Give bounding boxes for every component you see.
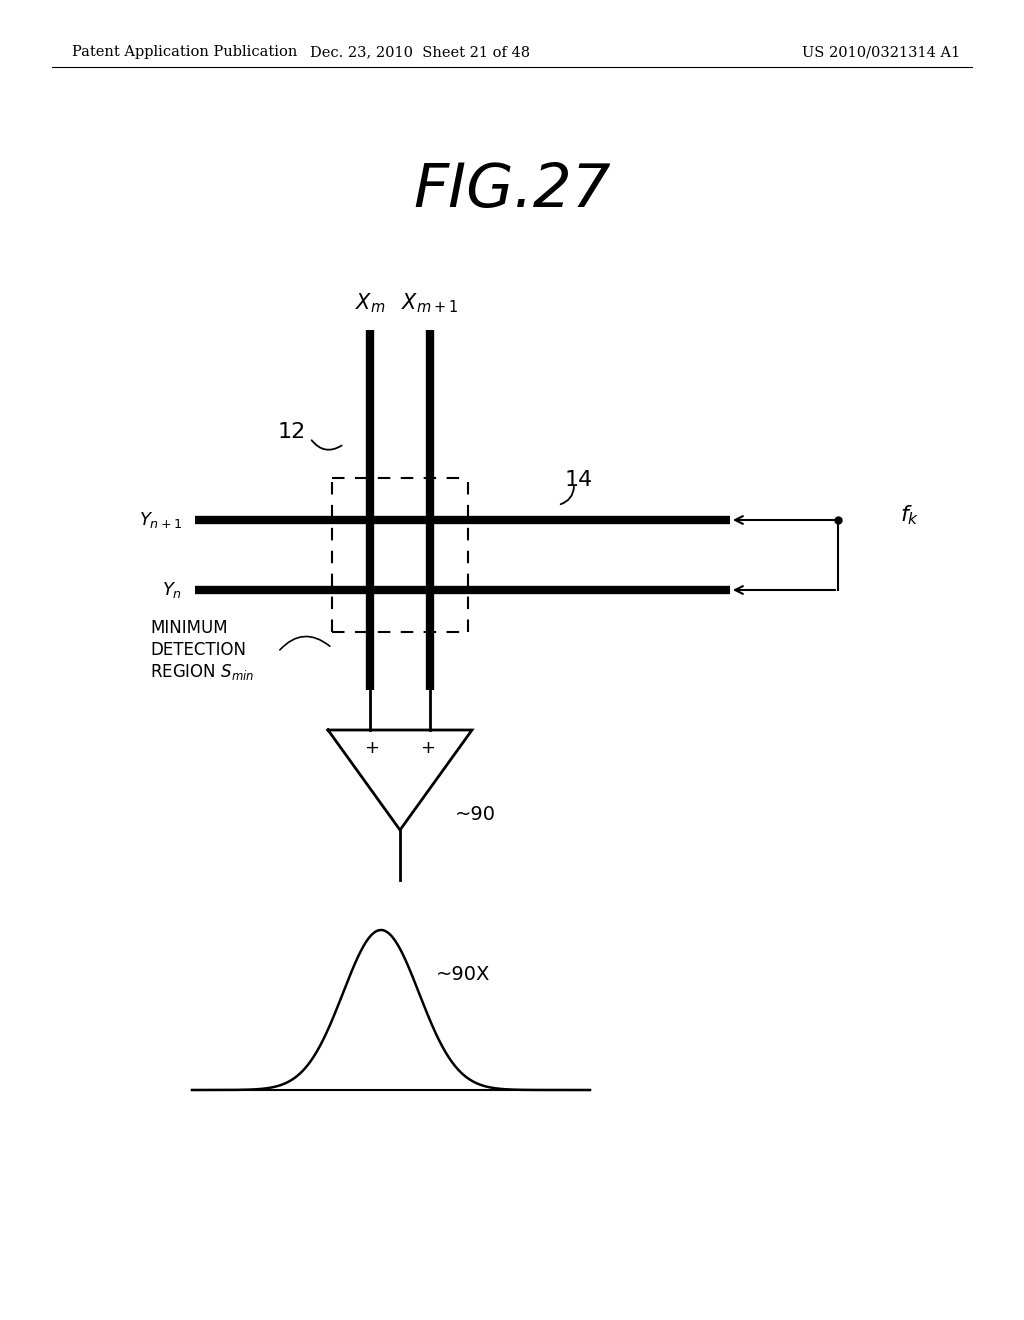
Text: $X_{m+1}$: $X_{m+1}$: [401, 292, 459, 315]
Text: DETECTION: DETECTION: [150, 642, 246, 659]
Text: ~90X: ~90X: [436, 965, 490, 985]
Text: MINIMUM: MINIMUM: [150, 619, 227, 638]
Text: $Y_n$: $Y_n$: [162, 579, 182, 601]
Text: FIG.27: FIG.27: [414, 161, 610, 219]
Text: ~90: ~90: [455, 805, 496, 825]
Text: 12: 12: [278, 422, 306, 442]
Text: REGION $S_{min}$: REGION $S_{min}$: [150, 663, 254, 682]
Text: +: +: [421, 739, 435, 756]
Text: $f_k$: $f_k$: [900, 503, 920, 527]
Text: +: +: [365, 739, 380, 756]
Text: US 2010/0321314 A1: US 2010/0321314 A1: [802, 45, 961, 59]
Text: $Y_{n+1}$: $Y_{n+1}$: [138, 510, 182, 531]
Text: $X_m$: $X_m$: [354, 292, 385, 315]
Text: Patent Application Publication: Patent Application Publication: [72, 45, 297, 59]
Text: Dec. 23, 2010  Sheet 21 of 48: Dec. 23, 2010 Sheet 21 of 48: [310, 45, 530, 59]
Text: 14: 14: [565, 470, 593, 490]
